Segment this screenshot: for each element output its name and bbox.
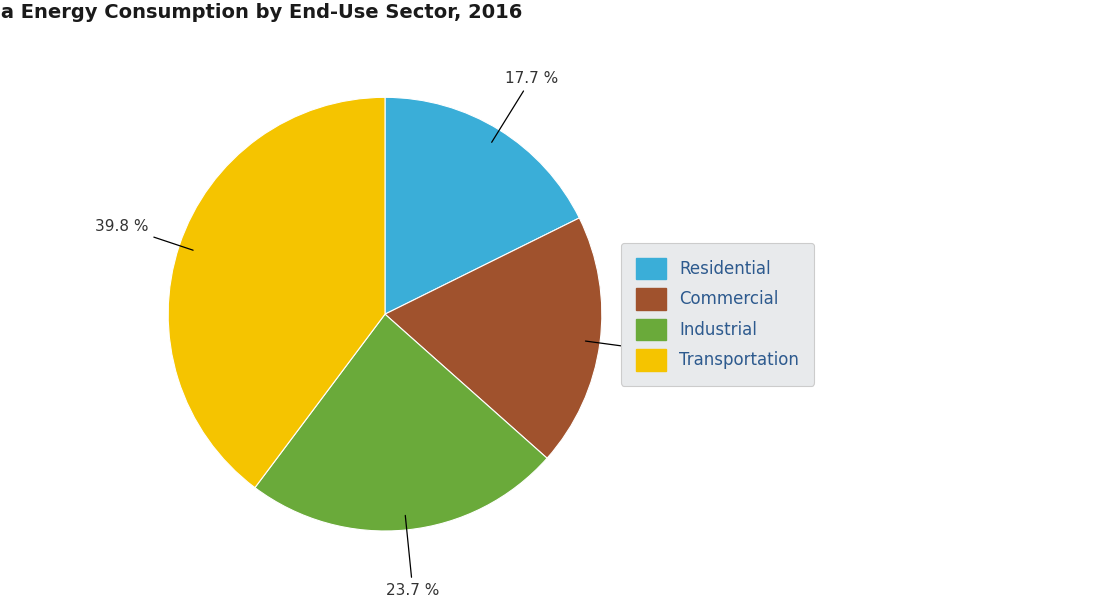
- Text: 17.7 %: 17.7 %: [492, 71, 558, 142]
- Legend: Residential, Commercial, Industrial, Transportation: Residential, Commercial, Industrial, Tra…: [621, 243, 814, 386]
- Text: 39.8 %: 39.8 %: [95, 219, 194, 250]
- Wedge shape: [168, 97, 385, 488]
- Text: California Energy Consumption by End-Use Sector, 2016: California Energy Consumption by End-Use…: [0, 3, 522, 22]
- Wedge shape: [255, 314, 547, 531]
- Text: 23.7 %: 23.7 %: [386, 516, 440, 598]
- Wedge shape: [385, 97, 580, 314]
- Text: 18.9 %: 18.9 %: [585, 341, 686, 359]
- Wedge shape: [385, 218, 602, 458]
